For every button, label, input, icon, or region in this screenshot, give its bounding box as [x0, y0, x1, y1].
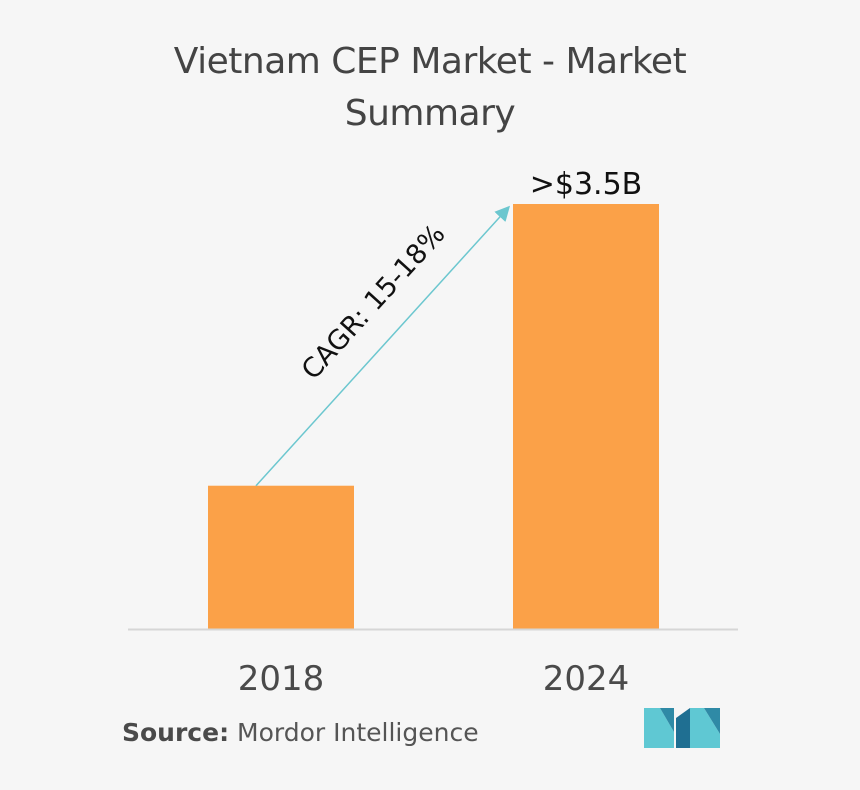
data-label-2024: >$3.5B: [530, 167, 643, 202]
x-tick-label-2024: 2024: [543, 659, 630, 699]
source-line: Source: Mordor Intelligence: [122, 718, 479, 747]
cagr-annotation: CAGR: 15-18%: [296, 219, 452, 386]
x-tick-label-2018: 2018: [238, 659, 325, 699]
source-text: Mordor Intelligence: [237, 718, 479, 747]
cagr-arrow: [255, 205, 511, 487]
bar-2018: [208, 485, 354, 629]
bar-2024: [513, 204, 659, 629]
source-label: Source:: [122, 718, 230, 747]
chart-title: Vietnam CEP Market - Market Summary: [173, 41, 687, 134]
mordor-intelligence-logo-icon: [644, 708, 720, 748]
